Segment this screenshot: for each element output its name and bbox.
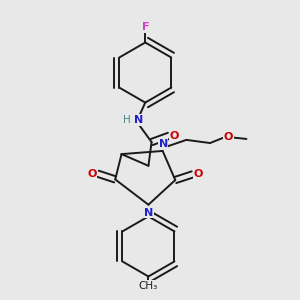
Text: H: H	[123, 115, 131, 125]
Text: F: F	[142, 22, 149, 32]
Text: O: O	[194, 169, 203, 179]
Text: O: O	[224, 132, 233, 142]
Text: O: O	[87, 169, 97, 179]
Text: N: N	[134, 115, 143, 125]
Text: N: N	[144, 208, 154, 218]
Text: O: O	[170, 131, 179, 141]
Text: CH₃: CH₃	[139, 281, 158, 291]
Text: N: N	[159, 139, 168, 149]
